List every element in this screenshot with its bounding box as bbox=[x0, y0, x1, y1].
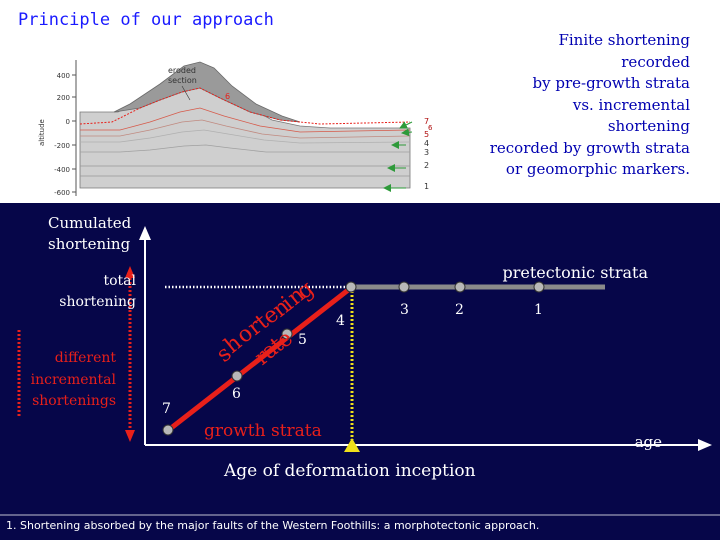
point-1 bbox=[533, 281, 545, 293]
note-line: or geomorphic markers. bbox=[505, 160, 690, 178]
point-label: 1 bbox=[534, 302, 543, 318]
point-label: 6 bbox=[232, 386, 241, 402]
point-label: 2 bbox=[455, 302, 464, 318]
point-label: 3 bbox=[400, 302, 409, 318]
layer-number: 1 bbox=[424, 182, 429, 191]
concept-diagram: 1 2 3 4 5 6 7 s h o r t e n i n g r a t … bbox=[0, 214, 720, 516]
caption: 1. Shortening absorbed by the major faul… bbox=[6, 519, 540, 532]
point-5 bbox=[281, 328, 293, 340]
shortening-arrow bbox=[399, 121, 413, 129]
layer-number: 4 bbox=[424, 139, 429, 148]
point-label: 7 bbox=[162, 401, 171, 417]
eroded-label: section bbox=[168, 76, 197, 85]
note-line: Finite shortening bbox=[558, 31, 690, 49]
point-7 bbox=[162, 424, 174, 436]
point-3 bbox=[398, 281, 410, 293]
total-shortening-label: shortening bbox=[59, 294, 136, 310]
y-tick: -400 bbox=[54, 166, 70, 174]
age-label: age bbox=[635, 433, 663, 451]
growth-strata-line bbox=[164, 285, 354, 434]
different-incremental-label: shortenings bbox=[32, 393, 116, 409]
y-tick: 400 bbox=[57, 72, 70, 80]
total-shortening-label: total bbox=[103, 273, 136, 289]
eroded-label: eroded bbox=[168, 66, 196, 75]
point-label: 4 bbox=[336, 313, 345, 329]
pretectonic-label: pretectonic strata bbox=[502, 263, 648, 282]
note-text: Finite shortening recorded by pre-growth… bbox=[460, 30, 690, 181]
cumulated-label: Cumulated bbox=[48, 214, 132, 232]
layer-number: 6 bbox=[428, 124, 433, 132]
growth-layer-line bbox=[79, 87, 411, 125]
note-line: shortening bbox=[607, 117, 690, 135]
growth-layer-line bbox=[80, 129, 411, 144]
inception-marker bbox=[344, 438, 360, 452]
cross-section: 400 200 0 -200 -400 -600 altitude eroded… bbox=[38, 60, 433, 197]
section-y-label: altitude bbox=[38, 119, 46, 146]
y-tick: 200 bbox=[57, 94, 70, 102]
y-tick: -200 bbox=[54, 142, 70, 150]
layer-number: 2 bbox=[424, 161, 429, 170]
point-4 bbox=[345, 281, 357, 293]
note-line: by pre-growth strata bbox=[532, 74, 690, 92]
growth-layer-line bbox=[80, 107, 411, 133]
layer-number: 5 bbox=[424, 130, 429, 139]
y-tick: -600 bbox=[54, 189, 70, 197]
point-2 bbox=[454, 281, 466, 293]
point-label: 5 bbox=[298, 332, 307, 348]
growth-strata-label: growth strata bbox=[204, 421, 322, 441]
note-line: recorded by growth strata bbox=[489, 138, 690, 157]
different-incremental-label: incremental bbox=[31, 372, 117, 388]
section-basement bbox=[79, 69, 411, 189]
layer-number: 3 bbox=[424, 148, 429, 157]
layer-6-label: 6 bbox=[225, 92, 230, 101]
y-tick: 0 bbox=[66, 118, 70, 126]
shortening-arrow bbox=[401, 128, 413, 137]
inception-label: Age of deformation inception bbox=[223, 461, 476, 481]
note-line: vs. incremental bbox=[572, 95, 690, 114]
note-line: recorded bbox=[621, 52, 690, 71]
point-6 bbox=[231, 370, 243, 382]
different-incremental-label: different bbox=[55, 350, 117, 366]
slide-title: Principle of our approach bbox=[18, 10, 274, 30]
strata-line bbox=[80, 144, 410, 153]
diagram-panel bbox=[0, 203, 720, 540]
eroded-layers bbox=[113, 61, 301, 123]
cumulated-label: shortening bbox=[48, 235, 131, 253]
growth-layer-line bbox=[80, 119, 411, 139]
layer-number: 7 bbox=[424, 117, 429, 126]
